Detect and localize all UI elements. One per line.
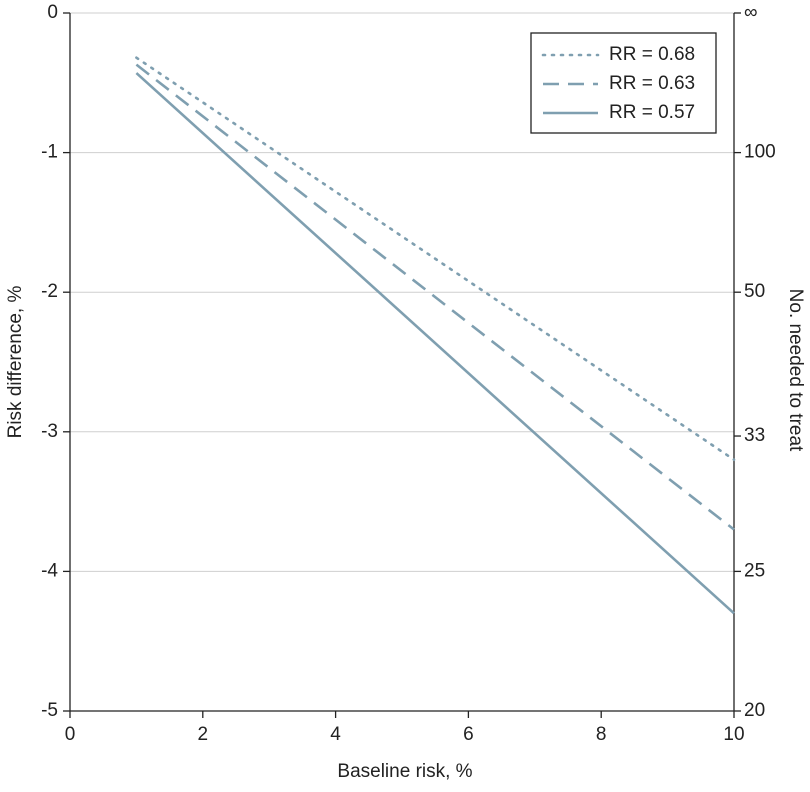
y2-tick-label: 20 <box>744 700 765 721</box>
legend-box <box>530 32 717 134</box>
x-axis-title: Baseline risk, % <box>337 761 472 782</box>
y-tick-label: -3 <box>41 421 58 442</box>
x-tick-label: 2 <box>198 724 209 745</box>
y2-axis-title: No. needed to treat <box>785 289 806 452</box>
series-line <box>135 56 736 462</box>
y-tick-label: 0 <box>47 2 58 23</box>
x-tick-label: 4 <box>330 724 341 745</box>
legend-label: RR = 0.63 <box>609 73 695 94</box>
legend: RR = 0.68 RR = 0.63 RR = 0.57 <box>530 32 717 134</box>
y2-tick-label: 100 <box>744 142 776 163</box>
x-tick-label: 0 <box>65 724 76 745</box>
y2-tick-label: 25 <box>744 560 765 581</box>
x-tick-label: 10 <box>723 724 744 745</box>
y-tick-label: -5 <box>41 700 58 721</box>
legend-label: RR = 0.57 <box>609 102 695 123</box>
legend-label: RR = 0.68 <box>609 44 695 65</box>
y-axis-title: Risk difference, % <box>5 286 26 439</box>
y2-tick-label: ∞ <box>744 2 758 23</box>
series-line <box>135 63 735 531</box>
x-tick-label: 8 <box>596 724 607 745</box>
x-tick-label: 6 <box>463 724 474 745</box>
y-tick-label: -4 <box>41 560 58 581</box>
y2-tick-label: 50 <box>744 281 765 302</box>
series-line <box>135 72 735 615</box>
y-tick-label: -2 <box>41 281 58 302</box>
y2-tick-label: 33 <box>744 425 765 446</box>
y-tick-label: -1 <box>41 142 58 163</box>
